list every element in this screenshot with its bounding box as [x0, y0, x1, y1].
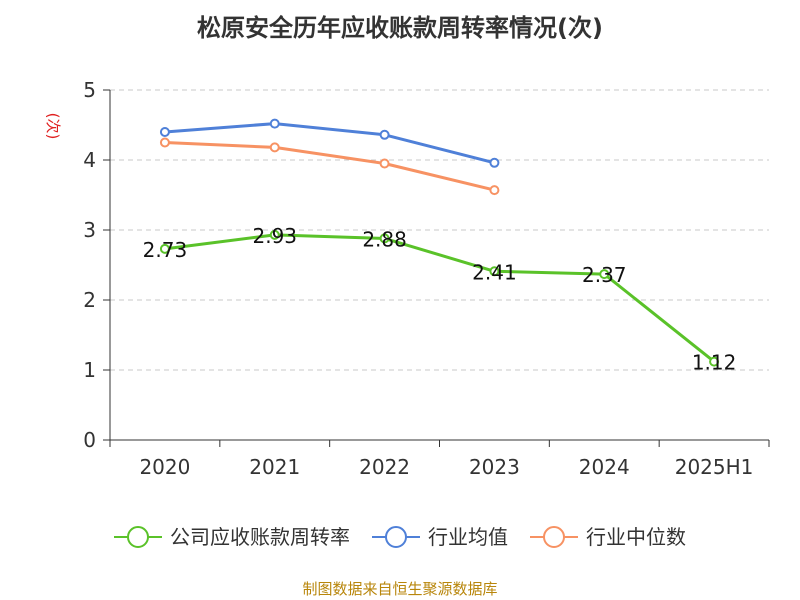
legend-label: 行业中位数 [586, 525, 686, 549]
chart-title: 松原安全历年应收账款周转率情况(次) [197, 14, 603, 42]
data-point [269, 229, 280, 240]
series-line [164, 233, 716, 363]
y-axis-label: (次) [44, 113, 62, 140]
legend-swatch-marker [127, 526, 149, 548]
legend-label: 公司应收账款周转率 [170, 525, 350, 549]
series-2 [159, 118, 500, 168]
legend-item-3[interactable]: 行业中位数 [530, 525, 686, 549]
data-point [379, 129, 390, 140]
x-tick-label: 2023 [469, 455, 520, 479]
legend-swatch-marker [543, 526, 565, 548]
axes: 0 1 2 3 4 5 2020 2021 2022 2023 2024 2025H1 [83, 78, 770, 479]
series-1 [159, 229, 720, 367]
data-point [379, 158, 390, 169]
data-point [159, 137, 170, 148]
legend-item-2[interactable]: 行业均值 [372, 525, 508, 549]
data-label: 2.93 [252, 224, 297, 248]
data-point [489, 266, 500, 277]
legend-swatch-marker [385, 526, 407, 548]
data-labels: 2.73 2.93 2.88 2.41 2.37 1.12 [143, 224, 737, 375]
data-label: 1.12 [692, 351, 737, 375]
data-point [709, 356, 720, 367]
y-tick-label: 4 [83, 148, 96, 172]
data-point [489, 157, 500, 168]
y-tick-label: 0 [83, 428, 96, 452]
data-point [159, 243, 170, 254]
data-point [159, 127, 170, 137]
x-tick-label: 2020 [139, 455, 190, 479]
data-point [599, 269, 610, 280]
data-point [489, 185, 500, 196]
y-tick-label: 5 [83, 78, 96, 102]
series-line [164, 122, 495, 165]
x-tick-label: 2024 [579, 455, 630, 479]
x-tick-label: 2022 [359, 455, 410, 479]
series-line [164, 141, 495, 192]
y-tick-label: 1 [83, 358, 96, 382]
y-tick-label: 3 [83, 218, 96, 242]
data-point [379, 233, 390, 244]
legend: 公司应收账款周转率 行业均值 行业中位数 [114, 525, 686, 549]
data-label: 2.88 [362, 227, 407, 251]
data-label: 2.41 [472, 260, 517, 284]
data-point [269, 142, 280, 153]
series [159, 118, 720, 367]
data-point [269, 118, 280, 129]
legend-item-1[interactable]: 公司应收账款周转率 [114, 525, 350, 549]
x-tick-label: 2025H1 [675, 455, 754, 479]
grid-lines [110, 89, 769, 371]
footer-source: 制图数据来自恒生聚源数据库 [302, 580, 498, 598]
x-tick-label: 2021 [249, 455, 300, 479]
data-label: 2.73 [143, 238, 188, 262]
series-3 [159, 137, 500, 196]
data-label: 2.37 [582, 263, 627, 287]
y-tick-label: 2 [83, 288, 96, 312]
legend-label: 行业均值 [428, 525, 508, 549]
